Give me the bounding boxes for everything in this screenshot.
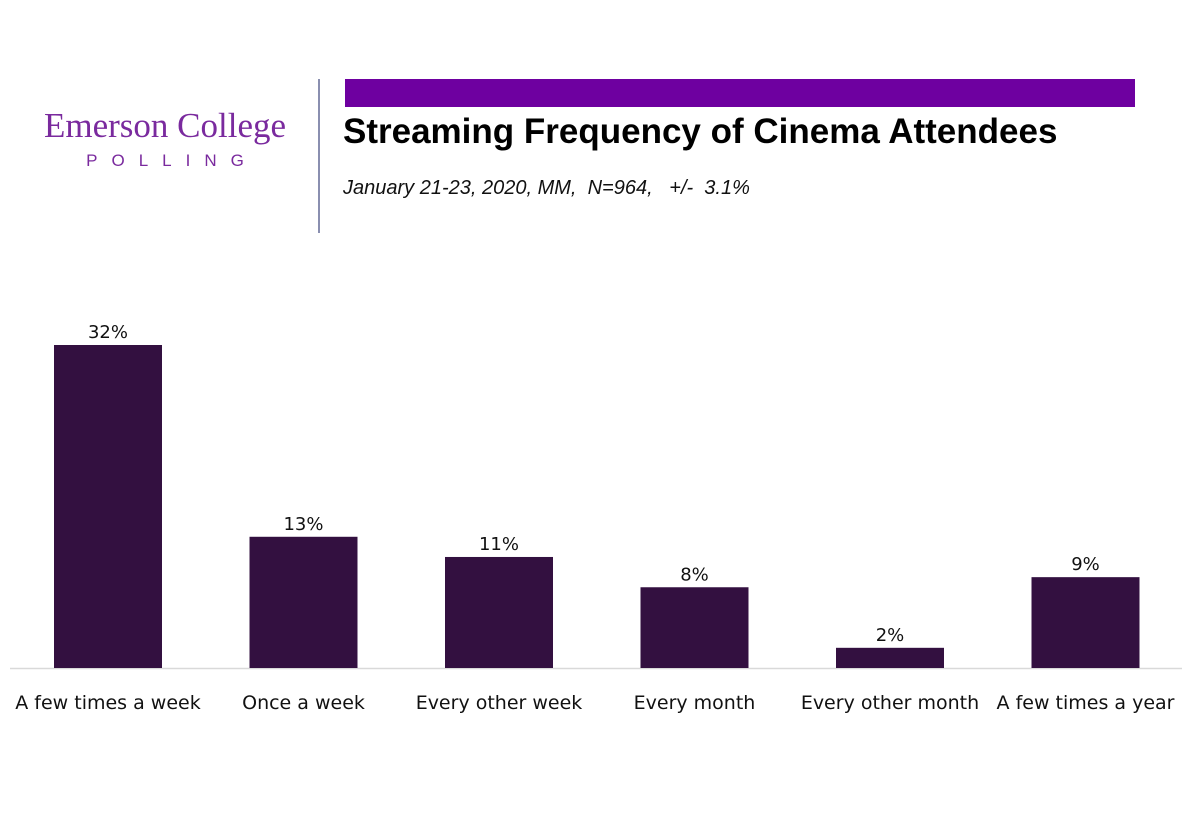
category-label-1: Once a week: [242, 692, 365, 714]
category-label-2: Every other week: [416, 692, 583, 714]
category-label-5: A few times a year: [997, 692, 1175, 714]
bar-5: [1031, 577, 1140, 668]
value-label-3: 8%: [680, 564, 709, 585]
value-label-0: 32%: [88, 322, 128, 343]
bar-4: [836, 647, 944, 668]
category-label-4: Every other month: [801, 692, 979, 714]
emerson-college-polling-logo: Emerson College POLLING: [20, 108, 310, 171]
chart-subtitle: January 21-23, 2020, MM, N=964, +/- 3.1%: [343, 177, 750, 199]
value-label-5: 9%: [1071, 554, 1100, 575]
header-divider: [318, 79, 320, 233]
bar-0: [54, 345, 162, 668]
logo-main-text: Emerson College: [43, 106, 287, 145]
bar-3: [640, 587, 749, 668]
value-label-1: 13%: [283, 514, 323, 535]
logo-sub-text: POLLING: [86, 151, 258, 170]
title-accent-bar: [345, 79, 1135, 107]
value-label-2: 11%: [479, 534, 519, 555]
chart-title: Streaming Frequency of Cinema Attendees: [343, 112, 1058, 151]
bar-2: [445, 556, 553, 668]
category-label-3: Every month: [634, 692, 756, 714]
value-label-4: 2%: [876, 625, 905, 646]
category-label-0: A few times a week: [15, 692, 200, 714]
bar-1: [249, 536, 358, 668]
